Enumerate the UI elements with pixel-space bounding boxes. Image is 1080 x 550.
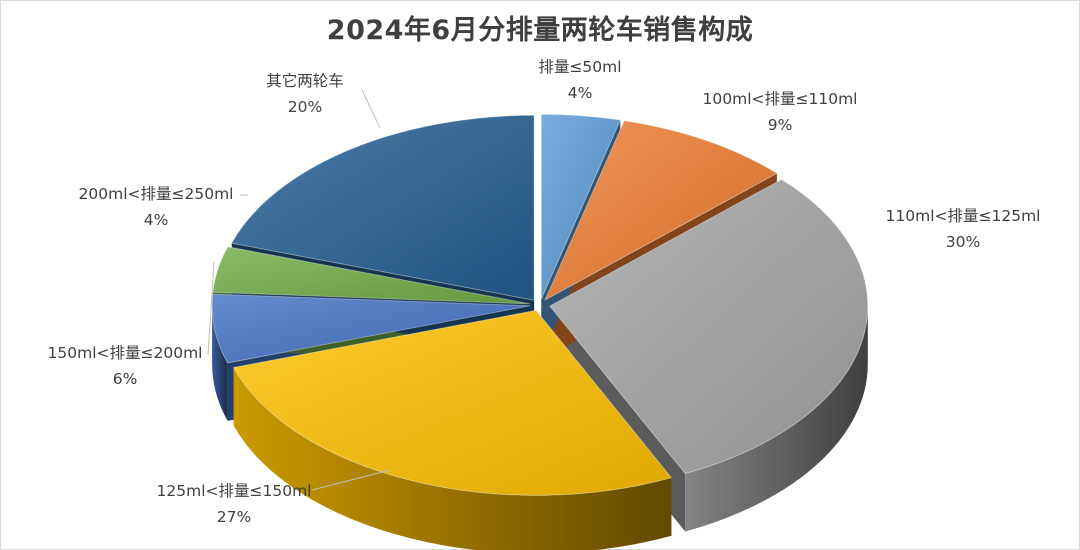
slice-value-6: 20% [288, 98, 322, 116]
leader-line-3 [311, 469, 391, 491]
leader-line-4 [207, 261, 215, 356]
slice-value-0: 4% [568, 84, 593, 102]
pie-slice-5 [212, 246, 531, 305]
pie-slice-4 [211, 293, 531, 364]
pie-side-3 [233, 367, 672, 550]
pie-labels: 排量≤50ml 4% 100ml<排量≤110ml 9% 110ml<排量≤125ml 3… [48, 58, 1041, 526]
slice-value-5: 4% [144, 211, 169, 229]
slice-value-1: 9% [768, 116, 793, 134]
pie-side-4 [212, 305, 228, 421]
slice-label-2: 110ml<排量≤125ml [886, 207, 1041, 225]
pie-slice-1 [544, 120, 778, 302]
pie-side-2 [685, 306, 868, 532]
pie-slice-6 [230, 114, 535, 301]
slice-label-4: 150ml<排量≤200ml [48, 344, 203, 362]
leader-line-6 [361, 89, 381, 129]
pie-tops [211, 113, 869, 496]
slice-value-2: 30% [946, 233, 980, 251]
slice-label-6: 其它两轮车 [266, 72, 344, 90]
slice-value-3: 27% [217, 508, 251, 526]
slice-label-3: 125ml<排量≤150ml [157, 482, 312, 500]
pie-slice-2 [549, 178, 869, 475]
pie-slice-3 [232, 309, 673, 496]
slice-label-5: 200ml<排量≤250ml [79, 185, 234, 203]
slice-label-0: 排量≤50ml [538, 58, 621, 76]
pie-slice-0 [540, 113, 622, 300]
slice-value-4: 6% [113, 370, 138, 388]
chart-title: 2024年6月分排量两轮车销售构成 [326, 15, 754, 46]
slice-label-1: 100ml<排量≤110ml [703, 90, 858, 108]
